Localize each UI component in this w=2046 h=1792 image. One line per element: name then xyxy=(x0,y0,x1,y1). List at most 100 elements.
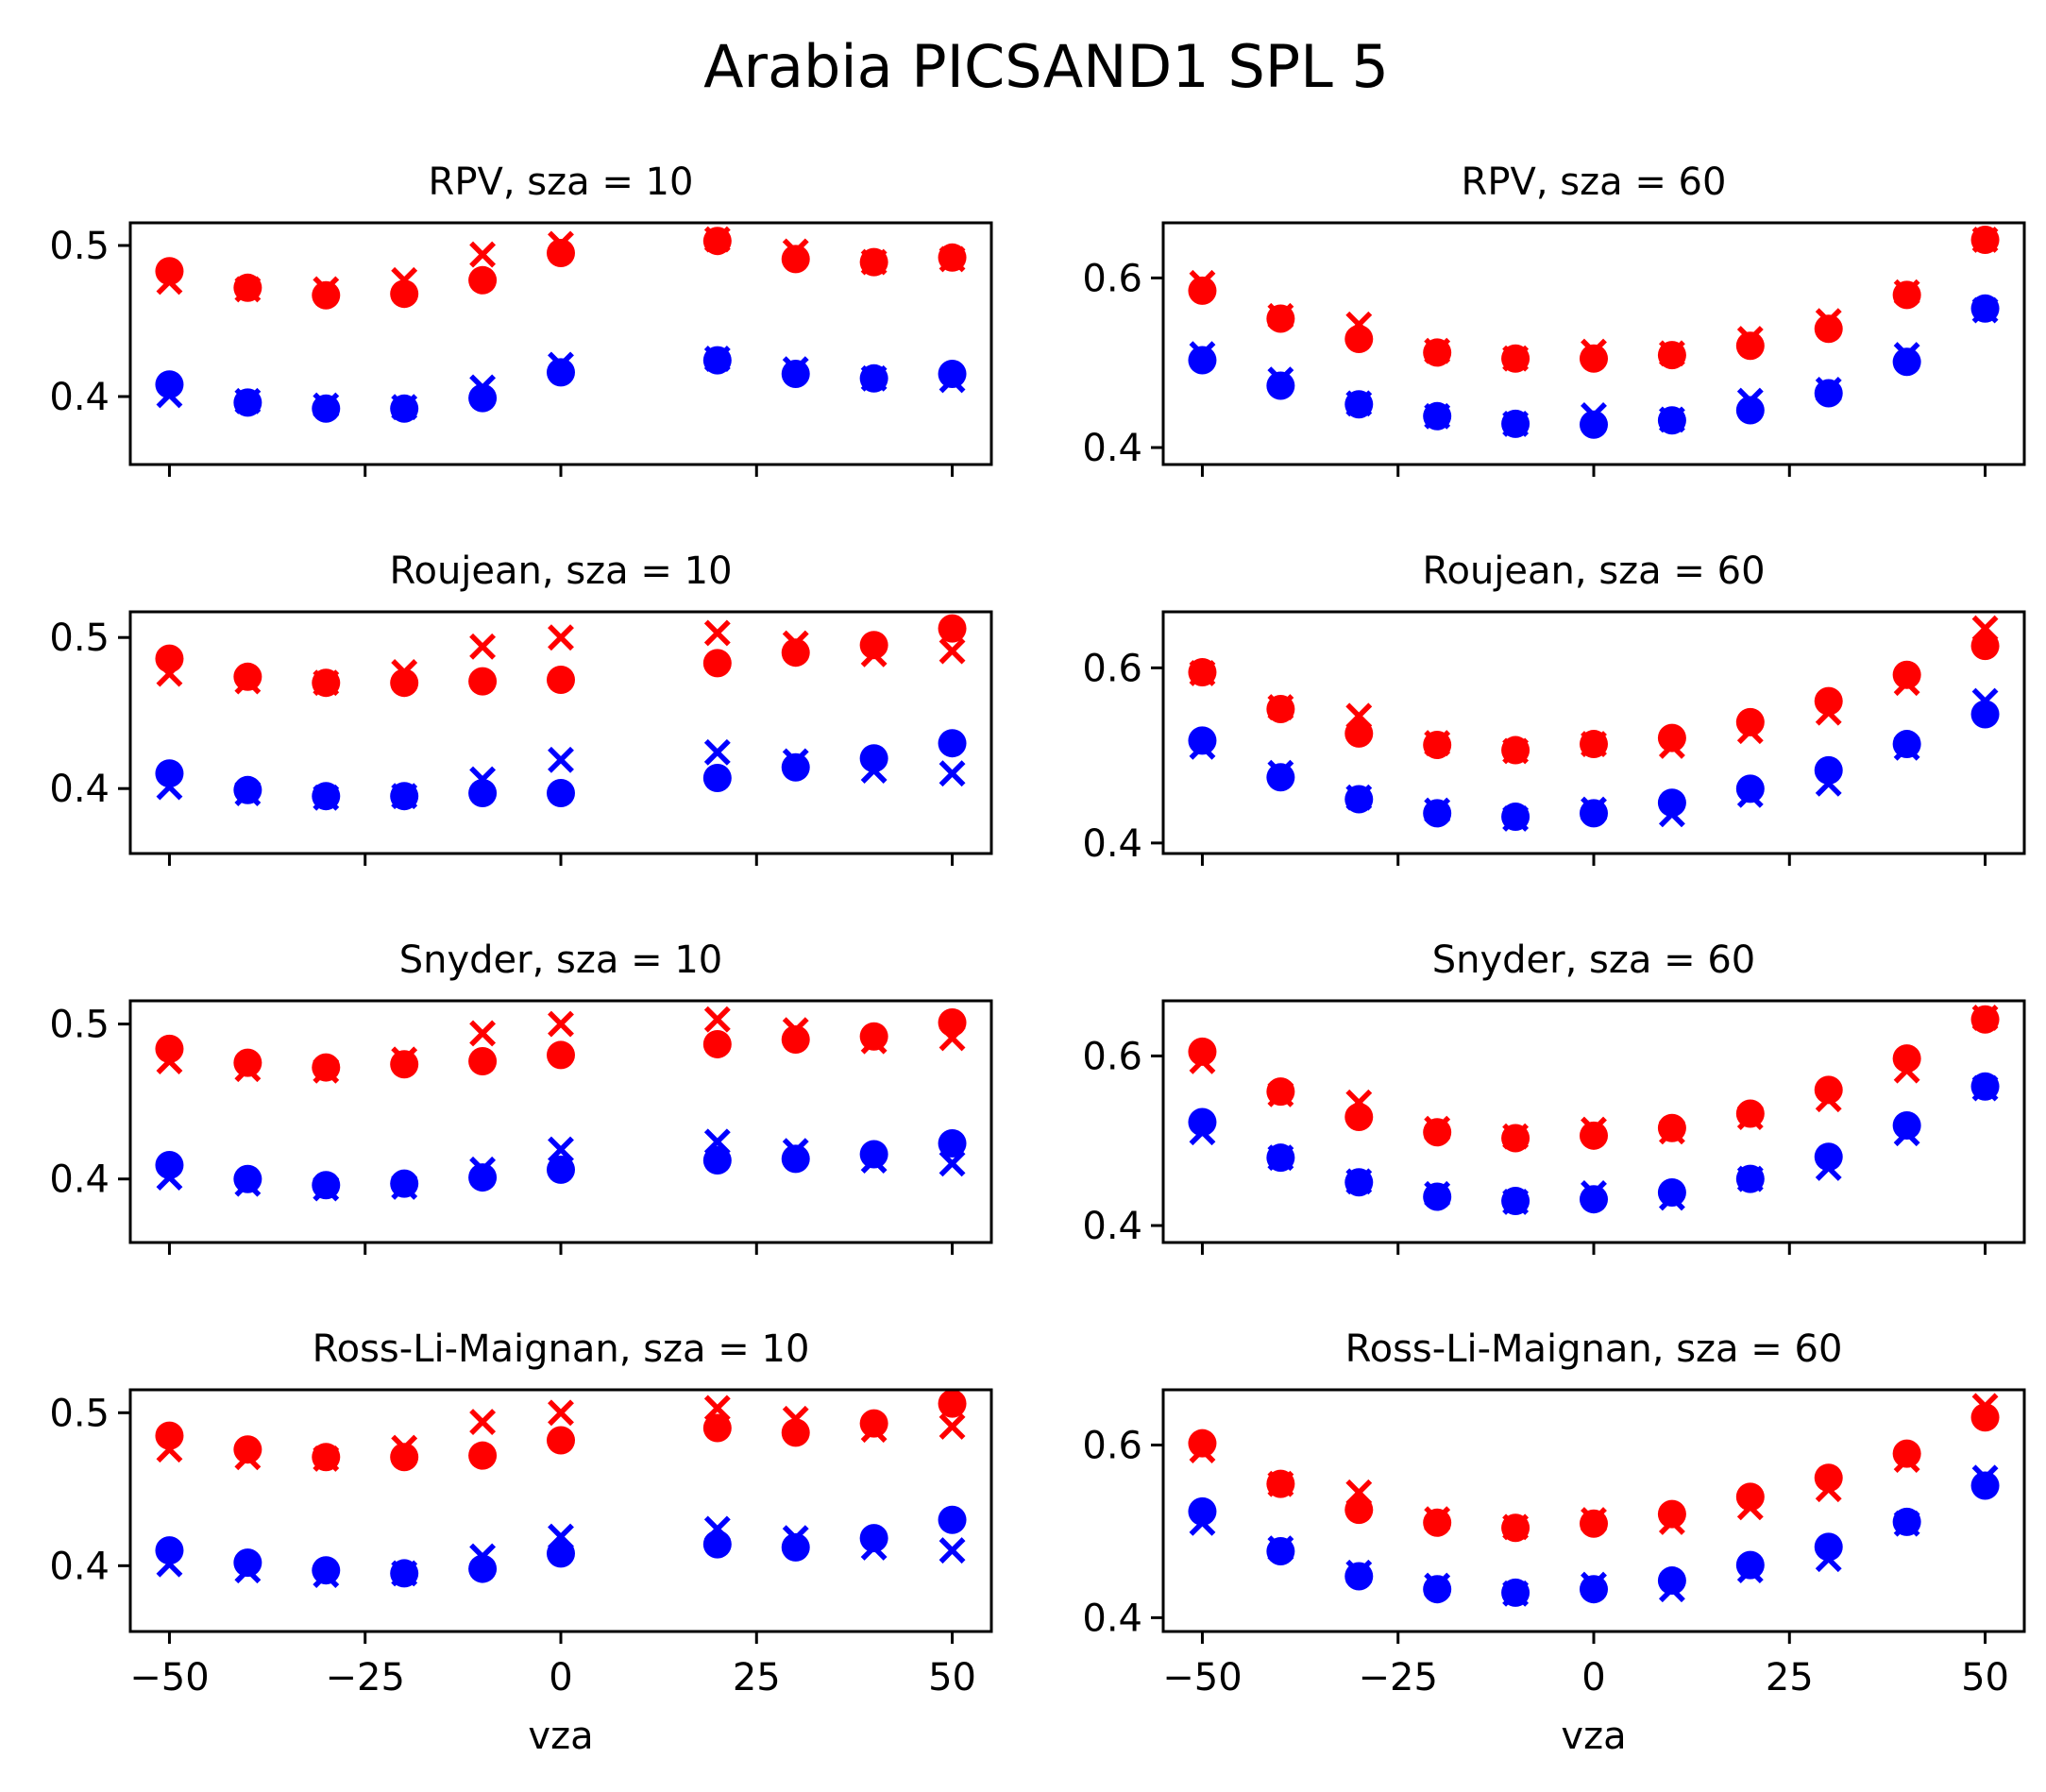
data-point-blue-circle xyxy=(938,360,967,388)
data-point-red-circle xyxy=(390,1050,419,1079)
y-tick-label: 0.5 xyxy=(49,1004,110,1047)
subplot-title: Snyder, sza = 10 xyxy=(399,938,722,982)
data-point-red-cross xyxy=(703,226,731,253)
data-point-red-circle xyxy=(233,662,262,691)
data-point-red-cross xyxy=(1658,732,1685,759)
y-tick-label: 0.6 xyxy=(1082,257,1142,300)
data-point-red-cross xyxy=(469,1020,497,1047)
data-point-red-cross xyxy=(860,1416,888,1444)
data-point-red-circle xyxy=(1188,1429,1217,1458)
data-point-red-cross xyxy=(1815,1476,1842,1503)
data-point-red-circle xyxy=(1814,314,1843,344)
y-tick-label: 0.4 xyxy=(49,1545,110,1588)
data-point-blue-cross xyxy=(469,1543,497,1570)
data-point-blue-cross xyxy=(1893,1510,1920,1537)
data-point-blue-cross xyxy=(782,748,809,775)
data-point-red-circle xyxy=(1580,344,1608,373)
data-point-red-cross xyxy=(1971,1393,1999,1420)
data-point-blue-circle xyxy=(1266,371,1295,400)
data-point-red-cross xyxy=(548,230,574,258)
data-point-red-circle xyxy=(1188,1037,1217,1066)
subplot-title: Snyder, sza = 60 xyxy=(1432,938,1755,982)
data-point-blue-circle xyxy=(859,1524,888,1553)
data-point-red-circle xyxy=(390,1443,419,1472)
data-point-red-circle xyxy=(547,239,575,267)
data-point-blue-circle xyxy=(1657,1178,1686,1208)
data-point-red-circle xyxy=(547,1426,575,1455)
data-point-blue-cross xyxy=(703,1128,731,1156)
data-point-red-cross xyxy=(391,1434,418,1462)
data-point-blue-cross xyxy=(938,1150,966,1177)
data-point-blue-circle xyxy=(155,759,184,788)
data-point-blue-circle xyxy=(468,779,498,807)
data-point-red-cross xyxy=(782,1017,809,1044)
data-point-blue-cross xyxy=(234,1170,262,1197)
data-point-blue-cross xyxy=(313,392,340,419)
x-tick-label: 25 xyxy=(733,1656,781,1699)
data-point-blue-cross xyxy=(1267,1535,1294,1563)
data-point-red-cross xyxy=(1189,659,1216,686)
subplot: Ross-Li-Maignan, sza = 60 −50 −25 0 25 50 0.4 0… xyxy=(1082,1327,2026,1758)
data-point-red-cross xyxy=(1736,326,1764,353)
data-point-blue-circle xyxy=(781,1144,810,1174)
data-point-blue-circle xyxy=(1266,763,1295,792)
subplot-title: Roujean, sza = 10 xyxy=(389,549,732,593)
data-point-blue-circle xyxy=(1188,346,1217,375)
data-point-red-cross xyxy=(548,1399,574,1427)
data-point-red-circle xyxy=(233,1435,262,1464)
data-point-blue-cross xyxy=(1345,390,1373,417)
data-point-blue-cross xyxy=(703,346,731,372)
data-point-red-cross xyxy=(1581,1116,1607,1143)
data-point-blue-circle xyxy=(938,1505,967,1534)
data-point-blue-cross xyxy=(1658,1184,1685,1211)
x-tick-label: 50 xyxy=(1961,1656,2009,1699)
data-point-red-circle xyxy=(547,1040,575,1070)
data-point-red-cross xyxy=(234,276,262,303)
data-point-blue-cross xyxy=(1736,387,1764,414)
data-point-red-circle xyxy=(859,1409,888,1438)
data-point-red-cross xyxy=(938,637,966,665)
markers xyxy=(1188,615,2000,832)
data-point-blue-cross xyxy=(1971,1464,1999,1492)
data-point-red-cross xyxy=(1189,1437,1216,1463)
data-point-blue-cross xyxy=(1658,1576,1685,1603)
data-point-blue-cross xyxy=(1267,1144,1294,1172)
data-point-red-cross xyxy=(1189,269,1216,296)
data-point-red-cross xyxy=(391,266,418,294)
data-point-red-cross xyxy=(860,248,888,276)
data-point-red-circle xyxy=(1814,1075,1843,1105)
subplot: Roujean, sza = 60 0.4 0.6 xyxy=(1082,549,2026,866)
data-point-blue-circle xyxy=(547,358,575,387)
data-point-blue-cross xyxy=(548,746,574,773)
data-point-red-circle xyxy=(781,1025,810,1055)
data-point-red-cross xyxy=(1736,1494,1764,1521)
data-point-blue-cross xyxy=(1815,1546,1842,1573)
data-point-red-circle xyxy=(1735,1482,1765,1512)
data-point-red-cross xyxy=(469,241,497,268)
data-point-red-cross xyxy=(1502,345,1530,372)
data-point-blue-cross xyxy=(391,394,418,421)
data-point-red-circle xyxy=(1735,331,1765,361)
data-point-red-cross xyxy=(1424,1115,1451,1142)
data-point-red-circle xyxy=(1344,1103,1374,1132)
data-point-red-cross xyxy=(156,1048,183,1074)
data-point-blue-cross xyxy=(938,760,966,787)
data-point-blue-cross xyxy=(1189,1509,1216,1536)
data-point-red-cross xyxy=(391,1046,418,1074)
data-point-blue-cross xyxy=(1424,1572,1451,1599)
data-point-red-circle xyxy=(468,1047,498,1075)
data-point-blue-cross xyxy=(1581,1571,1607,1598)
y-tick-label: 0.5 xyxy=(49,1392,110,1435)
data-point-red-cross xyxy=(1893,1446,1920,1474)
data-point-blue-cross xyxy=(782,356,809,383)
data-point-blue-cross xyxy=(1971,687,1999,715)
data-point-blue-cross xyxy=(1189,1119,1216,1146)
markers xyxy=(1188,225,2000,439)
data-point-blue-cross xyxy=(1502,410,1530,437)
y-tick-label: 0.6 xyxy=(1082,647,1142,690)
data-point-blue-cross xyxy=(1267,366,1294,394)
y-tick-label: 0.4 xyxy=(49,1158,110,1202)
data-point-red-cross xyxy=(1893,669,1920,697)
data-point-blue-cross xyxy=(469,766,497,793)
data-point-blue-circle xyxy=(702,1530,732,1559)
